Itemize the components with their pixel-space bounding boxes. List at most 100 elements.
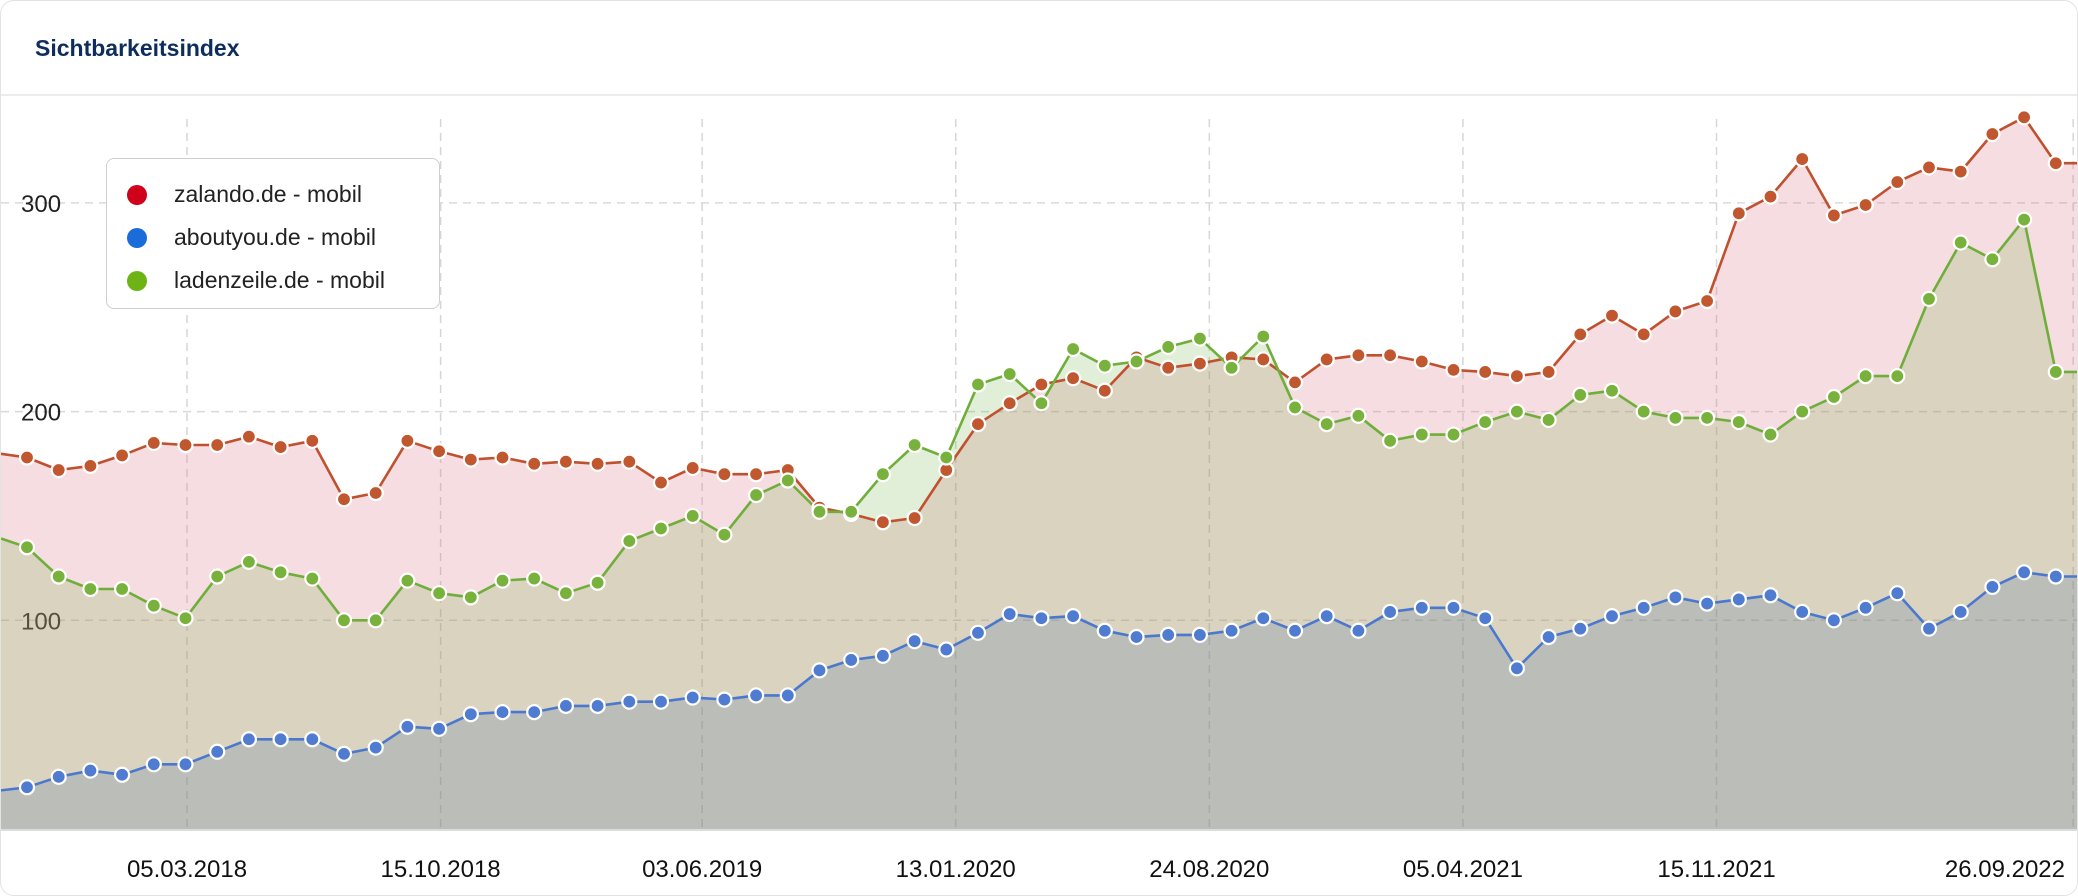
legend-label: zalando.de - mobil [174,181,362,207]
zalando-data-point [1540,363,1557,381]
y-tick-label: 100 [21,608,61,635]
zalando-data-point [1730,205,1747,222]
aboutyou-data-point [938,641,955,658]
x-tick-label: 05.03.2018 [127,856,247,883]
ladenzeile-data-point [240,553,257,570]
ladenzeile-data-point [1445,426,1462,443]
aboutyou-data-point [1445,599,1462,616]
aboutyou-data-point [1286,622,1304,639]
zalando-data-point [1064,370,1082,387]
ladenzeile-data-point [1984,251,2001,268]
x-tick-label: 15.11.2021 [1657,856,1775,883]
ladenzeile-data-point [177,610,194,627]
zalando-data-point [1572,326,1589,343]
ladenzeile-data-point [1920,290,1938,308]
aboutyou-data-point [1128,628,1145,646]
ladenzeile-data-point [1001,365,1018,383]
point-layer [18,109,2064,796]
ladenzeile-data-point [1698,409,1716,426]
ladenzeile-data-point [272,564,289,581]
ladenzeile-data-point [18,539,36,556]
legend-item-ladenzeile[interactable]: ladenzeile.de - mobil [107,259,439,302]
zalando-data-point [589,455,606,472]
ladenzeile-data-point [652,520,670,537]
ladenzeile-data-point [1635,403,1652,420]
zalando-data-point [399,432,416,449]
aboutyou-data-point [113,766,131,783]
zalando-data-point [1920,159,1938,176]
legend-dot-icon [127,227,147,248]
aboutyou-data-point [240,731,257,748]
zalando-data-point [1318,351,1335,368]
aboutyou-data-point [843,651,860,669]
aboutyou-data-point [1064,608,1082,625]
ladenzeile-data-point [1952,234,1969,251]
zalando-data-point [1825,207,1843,224]
x-tick-label: 26.09.2022 [1945,856,2065,883]
aboutyou-data-point [1730,591,1747,608]
aboutyou-data-point [811,662,828,679]
zalando-data-point [367,484,384,502]
y-tick-label: 200 [21,400,61,427]
aboutyou-data-point [1350,622,1367,639]
aboutyou-data-point [1540,628,1557,646]
aboutyou-data-point [906,633,923,650]
ladenzeile-data-point [938,449,955,466]
ladenzeile-data-point [2047,363,2064,381]
ladenzeile-data-point [716,526,733,543]
aboutyou-data-point [462,706,479,723]
zalando-data-point [1984,125,2001,143]
ladenzeile-data-point [1572,386,1589,404]
aboutyou-data-point [1762,587,1779,604]
zalando-data-point [1096,382,1113,399]
zalando-data-point [272,438,289,456]
zalando-data-point [177,436,194,454]
ladenzeile-data-point [1889,368,1906,385]
zalando-data-point [1477,363,1494,381]
ladenzeile-data-point [1603,382,1621,399]
zalando-area [1,117,2077,829]
aboutyou-data-point [431,720,448,737]
ladenzeile-data-point [1286,399,1304,416]
chart-legend: zalando.de - mobil aboutyou.de - mobil l… [106,158,440,309]
aboutyou-data-point [1857,599,1874,616]
aboutyou-data-point [1635,599,1652,616]
legend-item-zalando[interactable]: zalando.de - mobil [107,173,439,216]
aboutyou-data-point [1889,585,1906,602]
ladenzeile-data-point [1857,368,1874,385]
aboutyou-data-point [1001,605,1018,623]
ladenzeile-data-point [1223,359,1240,376]
aboutyou-data-point [1698,595,1716,612]
ladenzeile-data-point [589,574,606,591]
ladenzeile-data-point [1825,388,1843,406]
legend-item-aboutyou[interactable]: aboutyou.de - mobil [107,216,439,259]
zalando-data-point [145,434,162,452]
aboutyou-data-point [145,756,162,773]
zalando-data-point [1286,374,1304,391]
ladenzeile-data-point [50,568,67,585]
aboutyou-data-point [1920,620,1938,637]
ladenzeile-data-point [557,585,575,602]
ladenzeile-data-point [1730,413,1747,431]
ladenzeile-data-point [431,585,448,602]
ladenzeile-data-point [779,472,796,489]
ladenzeile-data-point [113,580,131,598]
aboutyou-data-point [399,718,416,735]
zalando-data-point [1160,359,1177,376]
zalando-data-point [2047,155,2064,172]
ladenzeile-data-point [494,572,511,589]
ladenzeile-data-point [1255,328,1272,345]
ladenzeile-data-point [684,507,701,525]
aboutyou-data-point [1667,589,1684,606]
aboutyou-data-point [747,687,765,704]
aboutyou-data-point [1825,612,1843,629]
x-tick-label: 13.01.2020 [896,856,1016,883]
zalando-data-point [1508,368,1526,385]
zalando-data-point [526,455,543,472]
zalando-data-point [304,432,321,449]
zalando-data-point [18,449,36,466]
aboutyou-data-point [494,704,511,721]
aboutyou-data-point [304,731,321,748]
ladenzeile-data-point [1413,426,1430,443]
ladenzeile-data-point [1096,357,1113,374]
